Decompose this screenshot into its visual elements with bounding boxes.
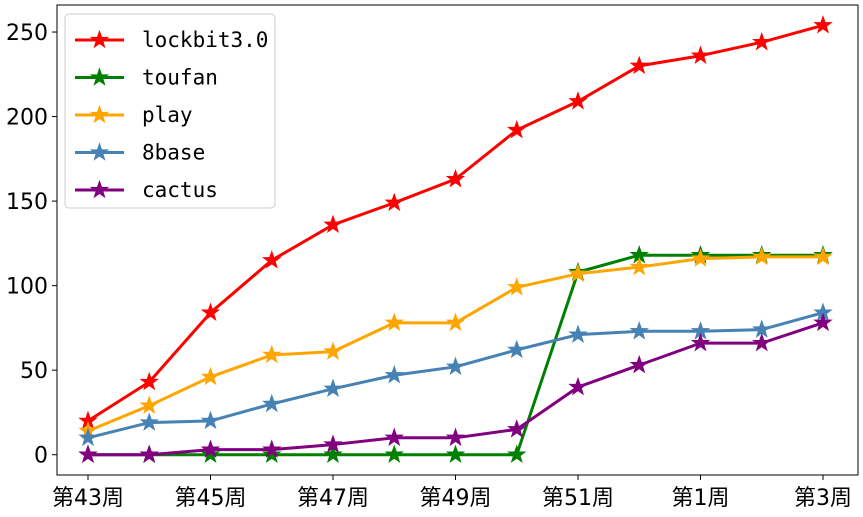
data-point [200, 302, 221, 321]
legend-label: 8base [142, 141, 205, 165]
data-point [78, 444, 98, 463]
x-axis: 第43周 第45周 第47周 第49周 第51周 第1周 第3周 [52, 475, 852, 511]
data-point [629, 256, 649, 276]
x-tick-label: 第49周 [420, 486, 492, 511]
data-point [139, 412, 159, 431]
data-point [384, 312, 404, 332]
legend-item: lockbit3.0 [75, 28, 268, 52]
data-point [813, 312, 833, 332]
series-layer [78, 15, 833, 463]
data-point [200, 366, 221, 386]
x-tick-label: 第45周 [175, 486, 247, 511]
data-point [323, 341, 343, 360]
data-point [629, 55, 649, 75]
data-point [813, 246, 833, 266]
data-point [568, 324, 588, 343]
legend-label: play [142, 103, 193, 127]
data-point [813, 15, 833, 34]
data-point [384, 192, 404, 212]
x-tick-label: 第3周 [794, 486, 852, 511]
data-point [752, 246, 772, 266]
legend-item: 8base [75, 141, 205, 165]
data-point [78, 427, 98, 447]
series-play [78, 246, 833, 440]
data-point [200, 410, 221, 430]
data-point [323, 214, 343, 234]
y-tick-label: 200 [6, 106, 48, 131]
data-point [262, 250, 282, 269]
y-tick-label: 100 [6, 275, 48, 300]
data-point [507, 277, 527, 296]
series-cactus [78, 312, 833, 463]
y-tick-label: 250 [6, 21, 48, 46]
data-point [384, 365, 404, 384]
data-point [384, 427, 404, 447]
data-point [139, 444, 159, 463]
data-point [139, 371, 159, 391]
data-point [262, 393, 282, 413]
data-point [445, 427, 466, 447]
legend-label: cactus [142, 178, 218, 202]
data-point [262, 439, 282, 458]
y-tick-label: 50 [20, 359, 48, 384]
legend-label: toufan [142, 66, 218, 90]
data-point [445, 168, 466, 188]
legend-marker [89, 142, 110, 161]
data-point [568, 91, 588, 110]
data-point [139, 395, 159, 414]
y-tick-label: 0 [34, 444, 48, 469]
legend-box [64, 13, 276, 209]
legend-label: lockbit3.0 [142, 28, 268, 52]
data-point [507, 119, 527, 139]
legend-item: toufan [75, 66, 218, 90]
series-lockbit3.0 [78, 15, 833, 430]
data-point [690, 45, 711, 64]
legend-item: play [75, 103, 193, 127]
data-point [200, 444, 221, 463]
data-point [507, 339, 527, 359]
data-point [384, 444, 404, 463]
legend-marker [89, 104, 110, 124]
data-point [507, 419, 527, 438]
data-point [752, 31, 772, 51]
y-axis: 0 50 100 150 200 250 [6, 21, 57, 469]
data-point [507, 444, 527, 463]
data-point [323, 434, 343, 453]
data-point [323, 444, 343, 463]
data-point [568, 263, 588, 283]
x-tick-label: 第51周 [542, 486, 614, 511]
data-point [445, 356, 466, 376]
data-point [629, 321, 649, 340]
x-tick-label: 第47周 [297, 486, 369, 511]
legend-item: cactus [75, 178, 218, 202]
data-point [690, 248, 711, 267]
legend-marker [89, 67, 110, 86]
legend: lockbit3.0 toufan play 8base cactus [64, 13, 276, 209]
legend-marker [89, 179, 110, 199]
data-point [752, 332, 772, 352]
data-point [445, 444, 466, 463]
data-point [629, 354, 649, 374]
legend-marker [89, 29, 110, 49]
data-point [262, 444, 282, 463]
x-tick-label: 第43周 [52, 486, 124, 511]
data-point [568, 376, 588, 396]
data-point [323, 378, 343, 398]
y-tick-label: 150 [6, 190, 48, 215]
data-point [690, 332, 711, 352]
data-point [445, 312, 466, 332]
data-point [200, 439, 221, 458]
data-point [262, 344, 282, 364]
x-tick-label: 第1周 [672, 486, 730, 511]
